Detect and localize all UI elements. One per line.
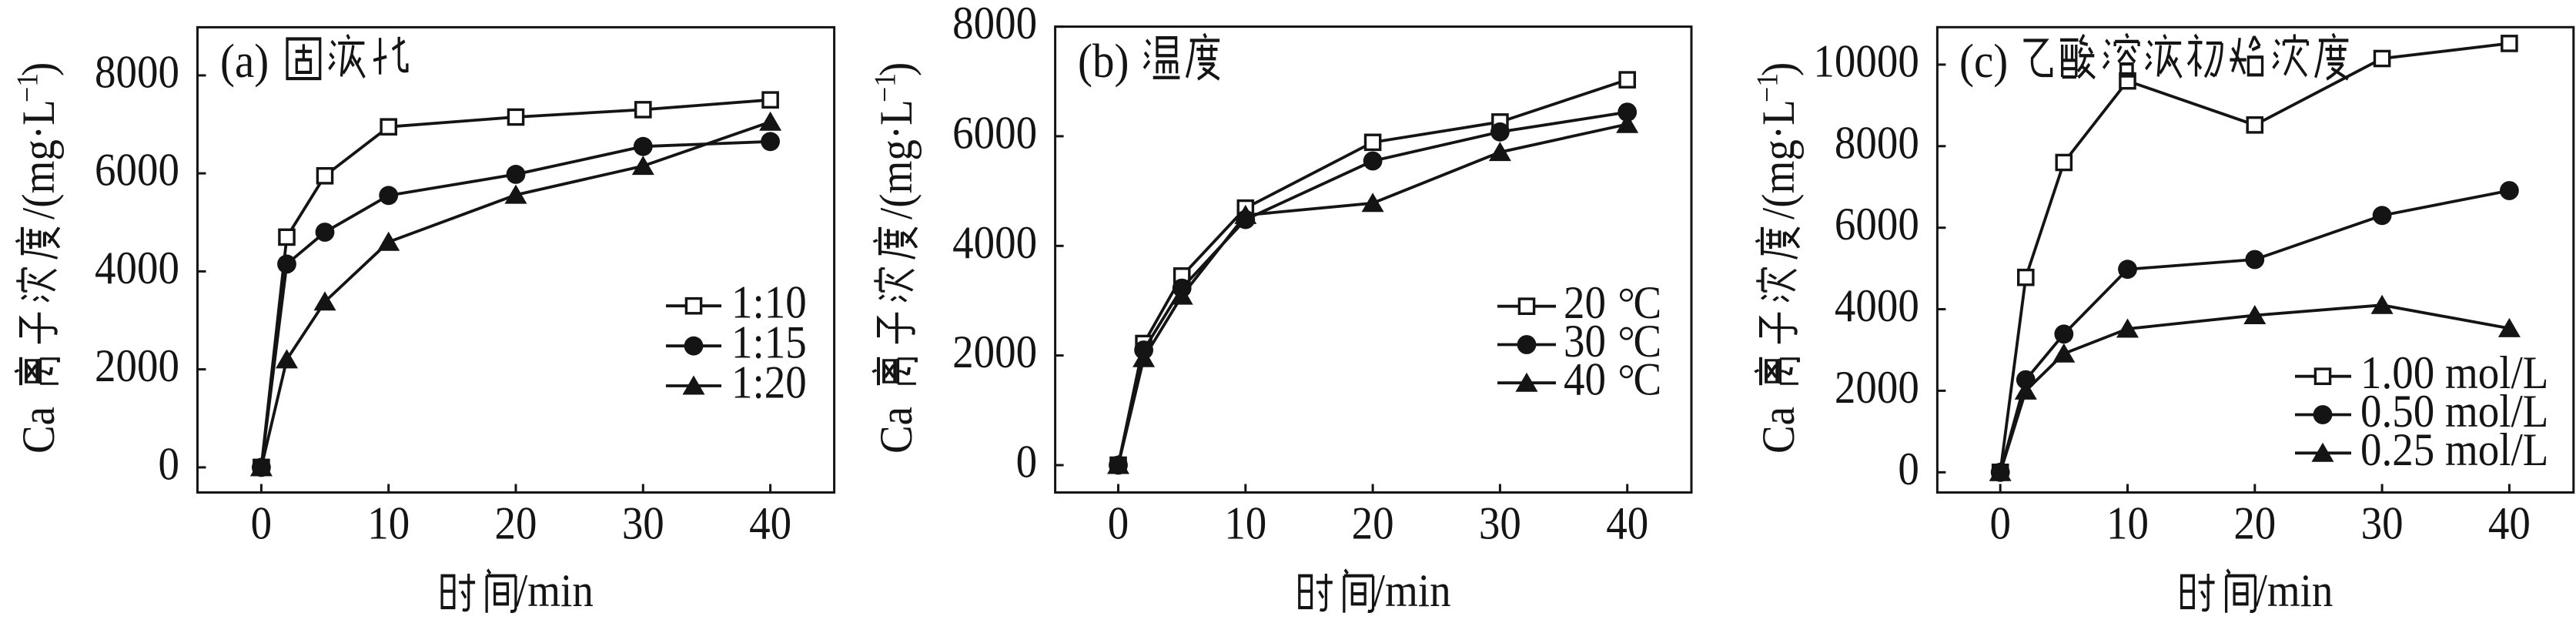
- svg-text:2000: 2000: [95, 340, 179, 392]
- svg-text:0: 0: [159, 437, 179, 490]
- svg-text:40: 40: [2488, 497, 2531, 549]
- svg-text:4000: 4000: [952, 216, 1037, 268]
- svg-text:6000: 6000: [95, 143, 179, 196]
- svg-text:20: 20: [1352, 497, 1394, 549]
- svg-text:10: 10: [367, 497, 410, 549]
- svg-text:40: 40: [1564, 353, 1606, 405]
- svg-text:0: 0: [1898, 442, 1919, 494]
- svg-text:−1: −1: [868, 73, 902, 102]
- svg-text:C: C: [1634, 315, 1662, 367]
- svg-text:): ): [870, 62, 922, 76]
- svg-text:10: 10: [2106, 497, 2149, 549]
- svg-text:10000: 10000: [1813, 35, 1919, 87]
- svg-text:0: 0: [251, 497, 272, 549]
- svg-text:C: C: [1634, 353, 1662, 405]
- svg-text:1:10: 1:10: [731, 276, 807, 328]
- svg-text:Ca: Ca: [1752, 407, 1805, 454]
- svg-text:/(mg·L: /(mg·L: [12, 99, 65, 219]
- svg-text:C: C: [1634, 276, 1662, 329]
- svg-text:2000: 2000: [1835, 360, 1919, 413]
- svg-text:1:20: 1:20: [731, 356, 807, 408]
- svg-text:20: 20: [2233, 497, 2276, 549]
- svg-text:40: 40: [1606, 497, 1648, 549]
- svg-text:−1: −1: [1750, 73, 1784, 102]
- svg-text:8000: 8000: [1835, 116, 1919, 169]
- svg-text:/min: /min: [516, 564, 594, 617]
- svg-text:/(mg·L: /(mg·L: [870, 99, 922, 219]
- svg-text:30: 30: [2361, 497, 2404, 549]
- svg-text:6000: 6000: [1835, 198, 1919, 250]
- svg-text:30: 30: [1564, 315, 1606, 367]
- svg-text:0: 0: [1016, 435, 1037, 487]
- svg-text:−1: −1: [10, 73, 44, 102]
- svg-text:Ca: Ca: [870, 407, 922, 454]
- svg-text:): ): [12, 62, 65, 76]
- svg-text:6000: 6000: [952, 106, 1037, 159]
- svg-text:0: 0: [1989, 497, 2010, 549]
- svg-text:/(mg·L: /(mg·L: [1752, 99, 1805, 219]
- svg-text:(b): (b): [1078, 35, 1129, 88]
- svg-text:2000: 2000: [952, 326, 1037, 378]
- svg-text:0.50 mol/L: 0.50 mol/L: [2360, 385, 2548, 437]
- svg-text:30: 30: [622, 497, 664, 549]
- svg-text:1.00 mol/L: 1.00 mol/L: [2360, 347, 2548, 399]
- svg-text:(c): (c): [1959, 35, 2008, 88]
- svg-text:0: 0: [1108, 497, 1129, 549]
- svg-text:8000: 8000: [952, 0, 1037, 49]
- svg-text:1:15: 1:15: [731, 316, 807, 368]
- svg-text:10: 10: [1224, 497, 1266, 549]
- svg-text:20: 20: [1564, 276, 1606, 329]
- svg-text:40: 40: [749, 497, 791, 549]
- svg-text:4000: 4000: [1835, 280, 1919, 332]
- svg-text:8000: 8000: [95, 45, 179, 98]
- svg-text:): ): [1752, 62, 1805, 76]
- svg-text:0.25 mol/L: 0.25 mol/L: [2360, 423, 2548, 475]
- svg-text:20: 20: [495, 497, 537, 549]
- svg-text:/min: /min: [2256, 564, 2333, 617]
- svg-text:(a): (a): [220, 35, 269, 88]
- svg-text:/min: /min: [1373, 564, 1451, 617]
- svg-text:4000: 4000: [95, 241, 179, 293]
- svg-text:Ca: Ca: [12, 407, 65, 454]
- svg-text:30: 30: [1479, 497, 1521, 549]
